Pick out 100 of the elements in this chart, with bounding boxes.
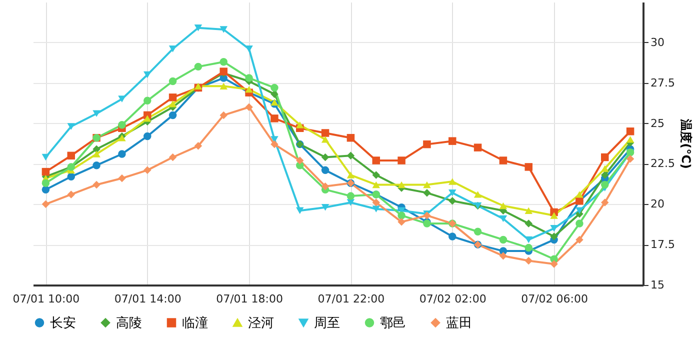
- point: [118, 174, 126, 182]
- point: [423, 140, 431, 148]
- point: [42, 179, 50, 187]
- point: [194, 142, 202, 150]
- point: [118, 150, 126, 158]
- point: [398, 212, 406, 220]
- x-tick-label: 07/02 02:00: [419, 292, 486, 306]
- point: [372, 156, 380, 164]
- point: [92, 150, 100, 158]
- point: [194, 62, 202, 71]
- point: [92, 110, 100, 117]
- point: [576, 220, 584, 228]
- legend-label: 临潼: [182, 316, 208, 331]
- point: [245, 46, 253, 52]
- point: [398, 218, 406, 226]
- point: [321, 166, 330, 174]
- legend-label: 高陵: [116, 314, 142, 331]
- point: [346, 172, 355, 178]
- legend-label: 长安: [50, 314, 76, 331]
- point: [245, 103, 253, 111]
- point: [220, 82, 228, 90]
- point: [270, 140, 278, 148]
- x-tick-label: 07/01 18:00: [216, 292, 283, 306]
- point: [194, 24, 202, 32]
- point: [346, 134, 355, 142]
- point: [550, 212, 558, 219]
- point: [474, 191, 482, 198]
- point: [423, 188, 431, 197]
- point: [474, 144, 482, 152]
- point: [67, 123, 75, 130]
- point: [524, 207, 532, 214]
- point: [92, 145, 100, 154]
- point: [220, 111, 228, 120]
- point: [448, 232, 456, 240]
- point: [118, 121, 126, 129]
- y-tick-label: 15: [650, 278, 664, 292]
- point: [321, 204, 330, 211]
- point: [499, 202, 508, 210]
- point: [144, 71, 152, 78]
- point: [168, 77, 177, 86]
- point: [245, 86, 253, 93]
- point: [550, 232, 558, 240]
- point: [398, 156, 406, 164]
- point: [499, 215, 508, 222]
- point: [144, 96, 152, 105]
- point: [448, 189, 456, 196]
- point: [92, 180, 100, 189]
- point: [67, 152, 75, 160]
- point: [92, 161, 100, 170]
- point: [321, 153, 330, 162]
- point: [321, 182, 330, 190]
- point: [346, 192, 355, 200]
- point: [398, 181, 406, 188]
- point: [118, 96, 126, 102]
- point: [576, 191, 584, 198]
- point: [67, 190, 75, 198]
- point: [346, 199, 355, 206]
- point: [626, 154, 634, 163]
- point: [601, 180, 609, 189]
- point: [601, 198, 609, 206]
- point: [601, 165, 609, 172]
- point: [144, 115, 152, 122]
- point: [423, 181, 431, 188]
- point: [499, 236, 508, 244]
- x-tick-label: 07/02 06:00: [521, 292, 588, 306]
- legend-label: 鄠邑: [380, 316, 406, 331]
- point: [296, 156, 304, 164]
- point: [576, 207, 584, 214]
- point: [550, 225, 558, 232]
- y-tick-label: 20: [650, 198, 664, 211]
- point: [321, 129, 330, 137]
- point: [67, 172, 75, 181]
- legend-label: 周至: [314, 316, 340, 331]
- point: [550, 260, 558, 268]
- point: [626, 136, 634, 143]
- point: [626, 128, 634, 136]
- point: [499, 252, 508, 260]
- point: [448, 137, 456, 145]
- y-tick-label: 30: [650, 36, 664, 49]
- y-tick-label: 27.5: [650, 76, 675, 90]
- y-tick-label: 17.5: [650, 238, 675, 252]
- point: [372, 171, 380, 179]
- point: [346, 152, 355, 160]
- point: [576, 236, 584, 244]
- point: [144, 132, 152, 140]
- point: [372, 181, 380, 188]
- y-axis-title: 温度(°C): [678, 118, 693, 169]
- point: [42, 168, 50, 176]
- point: [601, 153, 609, 162]
- point: [524, 256, 532, 265]
- point: [42, 200, 50, 208]
- point: [194, 82, 202, 90]
- point: [168, 100, 177, 108]
- point: [321, 136, 330, 143]
- point: [144, 166, 152, 174]
- x-tick-label: 07/01 14:00: [114, 292, 182, 306]
- point: [296, 122, 304, 128]
- point: [168, 111, 177, 120]
- legend-label: 蓝田: [446, 316, 472, 331]
- point: [448, 197, 456, 205]
